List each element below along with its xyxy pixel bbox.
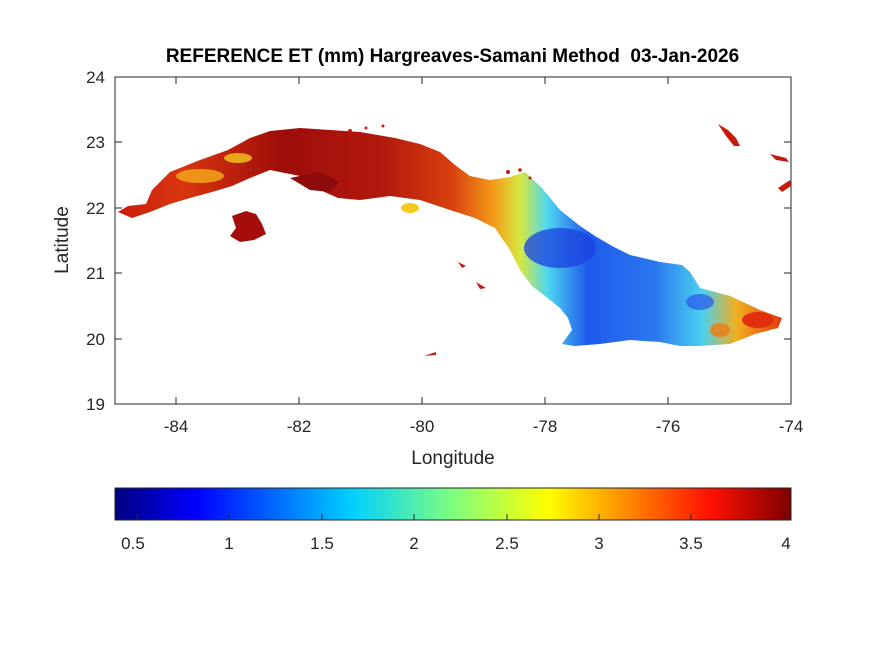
x-tick-label: -74 [779, 417, 804, 436]
colorbar-tick-label: 2 [409, 534, 418, 553]
x-tick-label: -80 [410, 417, 435, 436]
y-tick-label: 21 [86, 264, 105, 283]
colorbar-tick-label: 0.5 [121, 534, 145, 553]
x-tick-label: -82 [287, 417, 312, 436]
x-axis [175, 77, 669, 404]
north-keys [348, 124, 532, 180]
colorbar-tick-label: 1.5 [310, 534, 334, 553]
small-islands [424, 124, 791, 356]
cuba-main-island [118, 128, 782, 346]
y-tick-label: 23 [86, 133, 105, 152]
x-tick-label: -78 [533, 417, 558, 436]
southeast-red-patch [742, 312, 774, 328]
colorbar-tick-label: 2.5 [495, 534, 519, 553]
y-tick-label: 22 [86, 199, 105, 218]
isla-juventud [230, 211, 266, 242]
plot-area [114, 76, 792, 405]
x-tick-label: -84 [164, 417, 189, 436]
x-tick-label: -76 [656, 417, 681, 436]
y-tick-label: 19 [86, 395, 105, 414]
y-axis [115, 76, 791, 405]
cuba-et-field [118, 128, 782, 346]
map-title: REFERENCE ET (mm) Hargreaves-Samani Meth… [165, 46, 740, 67]
east-blue-patch-2 [686, 294, 714, 310]
colorbar-tick-label: 3.5 [679, 534, 703, 553]
x-axis-label: Longitude [411, 448, 494, 469]
colorbar [114, 487, 792, 521]
colorbar-tick-label: 4 [781, 534, 790, 553]
y-axis-label: Latitude [52, 206, 73, 274]
west-warm-patch [176, 169, 224, 183]
colorbar-tick-label: 1 [224, 534, 233, 553]
colorbar-tick-label: 3 [594, 534, 603, 553]
y-tick-label: 24 [86, 68, 105, 87]
north-coast-darkspot [290, 172, 340, 192]
central-yellow-patch [401, 203, 419, 213]
east-blue-patch [524, 228, 596, 268]
southeast-orange-patch [710, 323, 730, 337]
colorbar-ticks [136, 514, 785, 520]
y-tick-label: 20 [86, 330, 105, 349]
west-yellow-patch [224, 153, 252, 163]
